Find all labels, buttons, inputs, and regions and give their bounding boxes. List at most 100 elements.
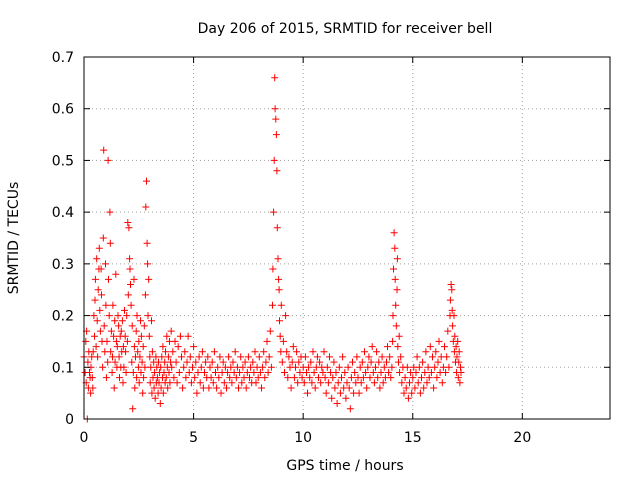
data-point bbox=[392, 322, 400, 330]
data-point bbox=[135, 379, 143, 387]
data-point bbox=[217, 389, 225, 397]
data-point bbox=[419, 358, 427, 366]
data-point bbox=[232, 374, 240, 382]
data-point bbox=[135, 337, 143, 345]
data-point bbox=[137, 369, 145, 376]
axis-ticks bbox=[83, 56, 610, 420]
x-tick-label: 5 bbox=[189, 430, 198, 446]
data-point bbox=[422, 348, 430, 356]
data-point bbox=[237, 353, 245, 361]
data-point bbox=[127, 301, 135, 309]
data-point bbox=[122, 369, 130, 376]
data-point bbox=[262, 358, 270, 366]
data-point bbox=[119, 379, 127, 387]
data-point bbox=[304, 389, 311, 397]
data-point bbox=[345, 384, 353, 392]
data-point bbox=[169, 348, 177, 356]
data-point bbox=[255, 353, 263, 361]
data-point bbox=[244, 353, 252, 361]
data-point bbox=[275, 286, 283, 294]
data-point bbox=[144, 312, 152, 320]
data-point bbox=[387, 374, 395, 382]
data-point bbox=[145, 275, 153, 283]
data-point bbox=[271, 105, 279, 113]
data-point bbox=[284, 374, 292, 382]
data-point bbox=[343, 379, 351, 387]
data-point bbox=[140, 322, 148, 330]
data-point bbox=[282, 312, 290, 320]
data-point bbox=[296, 369, 304, 376]
data-point bbox=[281, 369, 288, 376]
data-point bbox=[189, 363, 196, 371]
y-tick-label: 0.5 bbox=[52, 153, 74, 169]
data-point bbox=[117, 327, 125, 335]
data-point bbox=[122, 348, 130, 356]
data-point bbox=[441, 343, 448, 351]
data-point bbox=[161, 358, 169, 366]
data-point bbox=[335, 363, 343, 371]
data-point bbox=[164, 353, 172, 361]
data-point bbox=[128, 322, 136, 330]
data-point bbox=[276, 332, 284, 340]
data-point bbox=[307, 358, 315, 366]
data-point bbox=[328, 394, 336, 402]
data-point bbox=[434, 358, 442, 366]
y-tick-labels: 0 0.1 0.2 0.3 0.4 0.5 0.6 0.7 bbox=[52, 50, 74, 428]
data-point bbox=[94, 353, 102, 361]
data-point bbox=[260, 348, 268, 356]
data-point bbox=[301, 353, 309, 361]
data-point bbox=[421, 369, 429, 376]
data-point bbox=[344, 363, 352, 371]
data-point bbox=[403, 363, 411, 371]
data-point bbox=[388, 363, 396, 371]
data-point bbox=[205, 384, 213, 392]
data-point bbox=[355, 389, 363, 397]
data-point bbox=[402, 384, 410, 392]
data-point bbox=[242, 384, 250, 392]
data-point bbox=[107, 348, 115, 356]
data-point bbox=[333, 400, 341, 407]
data-point bbox=[96, 327, 104, 335]
data-point bbox=[121, 306, 128, 314]
data-point bbox=[365, 353, 373, 361]
data-point bbox=[99, 363, 107, 371]
data-point bbox=[182, 374, 190, 382]
data-point bbox=[158, 353, 166, 361]
data-point bbox=[197, 363, 205, 371]
data-point bbox=[425, 374, 433, 382]
data-point bbox=[309, 348, 317, 356]
data-point bbox=[109, 353, 116, 361]
data-point bbox=[438, 379, 446, 387]
data-point bbox=[178, 353, 185, 361]
data-point bbox=[181, 348, 189, 356]
data-point bbox=[450, 312, 458, 320]
data-point bbox=[346, 405, 354, 413]
data-point bbox=[415, 363, 423, 371]
data-point bbox=[98, 291, 105, 299]
data-point bbox=[442, 369, 450, 376]
data-point bbox=[432, 348, 440, 356]
data-point bbox=[273, 224, 281, 232]
data-point bbox=[329, 374, 337, 382]
data-point bbox=[426, 343, 434, 351]
data-point bbox=[148, 348, 156, 356]
data-point bbox=[455, 358, 463, 366]
data-point bbox=[229, 358, 237, 366]
data-point bbox=[412, 369, 420, 376]
data-point bbox=[210, 348, 218, 356]
x-tick-label: 0 bbox=[80, 430, 89, 446]
data-point bbox=[130, 275, 138, 283]
data-point bbox=[172, 358, 180, 366]
data-point bbox=[116, 374, 123, 382]
data-point bbox=[194, 369, 202, 376]
data-point bbox=[451, 332, 459, 340]
data-point bbox=[336, 389, 344, 397]
data-point bbox=[137, 317, 144, 325]
data-point bbox=[151, 394, 159, 402]
data-point bbox=[141, 363, 149, 371]
data-point bbox=[156, 400, 164, 407]
data-point bbox=[358, 358, 366, 366]
data-point bbox=[193, 389, 201, 397]
data-point bbox=[206, 363, 214, 371]
data-point bbox=[165, 369, 173, 376]
